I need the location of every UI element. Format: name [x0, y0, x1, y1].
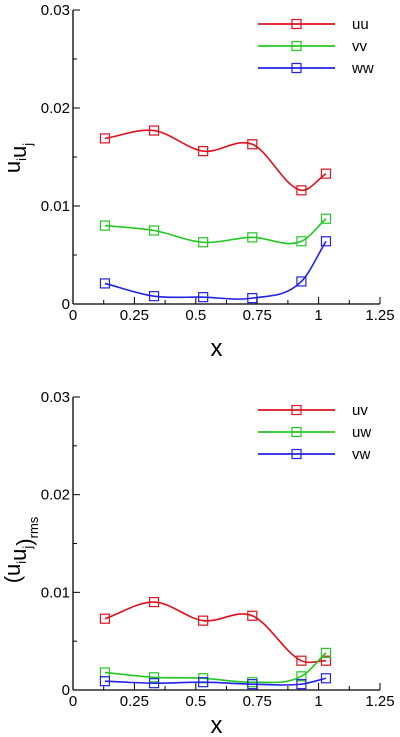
x-tick-label: 0.25 [120, 693, 149, 710]
y-tick-label: 0.03 [41, 2, 70, 19]
data-point-uv [148, 596, 160, 608]
data-point-uv [296, 655, 307, 666]
y-label-part: i [14, 561, 29, 564]
legend-label-ww: ww [351, 60, 374, 77]
x-tick-label: 0.75 [243, 307, 272, 324]
y-label-part: rms [26, 516, 41, 538]
legend-label-uv: uv [352, 402, 368, 419]
legend-label-vw: vw [352, 446, 371, 463]
series-uv: uv [99, 402, 368, 666]
data-point-vv [99, 220, 111, 231]
data-point-ww [99, 278, 111, 289]
data-point-uv [99, 613, 111, 624]
data-point-vw [320, 673, 332, 684]
data-point-vv [148, 225, 160, 236]
data-point-uw [148, 672, 160, 683]
y-label-part: u [0, 161, 25, 173]
series-vv: vv [99, 38, 368, 248]
y-label-part: (u [0, 564, 25, 584]
x-tick-label: 0 [69, 307, 77, 324]
y-tick-label: 0.03 [41, 389, 70, 406]
y-label-part: j [20, 546, 35, 550]
legend-marker-uw [291, 426, 302, 438]
legend-marker-vv [291, 40, 302, 52]
data-point-vw [198, 677, 209, 688]
data-point-vw [99, 676, 111, 687]
series-line-uw [104, 652, 327, 684]
data-point-uv [198, 615, 209, 626]
data-point-uv [247, 610, 258, 621]
series-line-uu [104, 129, 327, 192]
y-label-part: j [20, 143, 35, 147]
series-line-ww [104, 240, 327, 300]
legend-marker-vw [291, 448, 302, 460]
data-point-uu [148, 125, 160, 136]
series-vw: vw [99, 446, 371, 690]
y-tick-label: 0.02 [41, 487, 70, 504]
data-point-vw [296, 679, 307, 690]
legend-marker-ww [291, 62, 302, 74]
x-tick-label: 1.25 [365, 307, 394, 324]
x-tick-label: 0 [69, 693, 77, 710]
x-tick-label: 0.5 [185, 693, 206, 710]
x-tick-label: 0.5 [185, 307, 206, 324]
y-label-part: u [6, 146, 31, 158]
data-point-ww [296, 276, 307, 287]
data-point-uu [198, 146, 209, 157]
legend-marker-uv [291, 404, 302, 416]
data-point-ww [148, 291, 160, 302]
x-axis-label: x [211, 712, 223, 737]
y-tick-label: 0 [62, 296, 70, 313]
x-axis-label: x [211, 335, 223, 362]
legend-label-uw: uw [352, 424, 371, 441]
legend-label-uu: uu [352, 16, 369, 33]
data-point-vv [198, 237, 209, 248]
x-tick-label: 1 [314, 693, 322, 710]
data-point-uw [320, 647, 332, 658]
x-tick-label: 0.25 [120, 307, 149, 324]
data-point-ww [247, 293, 258, 304]
legend-marker-uu [291, 18, 302, 30]
y-label-part: u [6, 549, 31, 561]
y-tick-label: 0 [62, 682, 70, 699]
y-label-part: i [14, 158, 29, 161]
data-point-ww [198, 292, 209, 303]
data-point-vv [247, 232, 258, 243]
y-tick-label: 0.01 [41, 198, 70, 215]
series-line-uv [104, 601, 326, 664]
y-label-part: ) [12, 538, 37, 545]
y-tick-label: 0.02 [41, 100, 70, 117]
chart-panel-2: 0 0.25 0.5 0.75 1 1.25 0 0.01 0.02 0.03 x (uiuj)rms… [0, 389, 395, 737]
x-tick-label: 1 [314, 307, 322, 324]
y-axis-label: uiuj [0, 143, 35, 173]
series-line-vv [104, 218, 327, 245]
data-point-vw [247, 679, 258, 690]
y-tick-label: 0.01 [41, 584, 70, 601]
data-point-uv [320, 655, 332, 666]
series-ww: ww [99, 60, 374, 304]
series-uw: uw [99, 424, 371, 688]
x-tick-label: 0.75 [243, 693, 272, 710]
data-point-uu [247, 139, 258, 150]
x-tick-label: 1.25 [365, 693, 394, 710]
data-point-vw [148, 678, 160, 689]
data-point-vv [296, 236, 307, 247]
data-point-uu [320, 168, 332, 179]
series-uu: uu [99, 16, 369, 196]
legend-label-vv: vv [352, 38, 368, 55]
data-point-ww [320, 236, 332, 247]
data-point-uu [296, 185, 307, 196]
chart-panel-1: 0 0.25 0.5 0.75 1 1.2500.010.020.03xuiujuuvvw… [0, 2, 395, 362]
data-point-uu [99, 133, 111, 144]
data-point-uw [296, 671, 307, 682]
y-axis-label: (uiuj)rms [0, 516, 41, 583]
data-point-vv [320, 213, 332, 224]
